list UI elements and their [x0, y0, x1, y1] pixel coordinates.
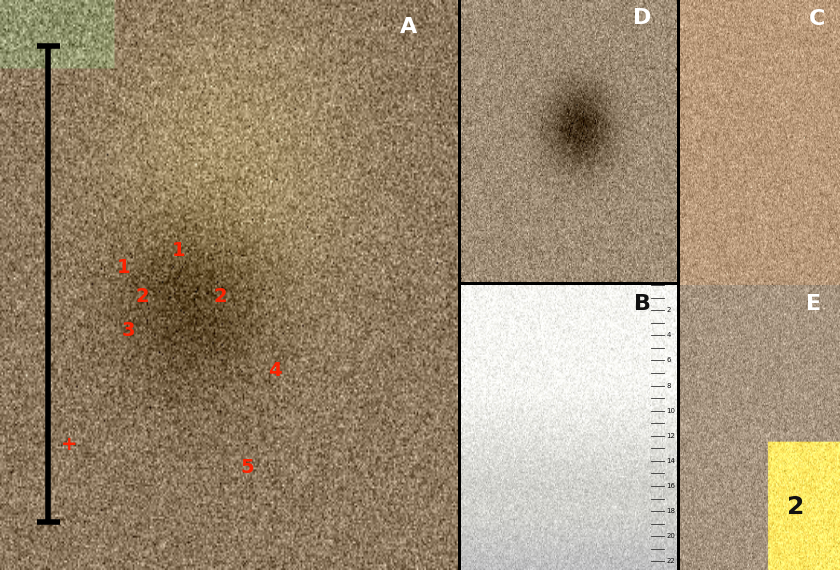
Text: 14: 14: [666, 458, 675, 464]
Text: 20: 20: [666, 534, 675, 539]
Text: 10: 10: [666, 408, 675, 414]
Text: C: C: [809, 9, 826, 28]
Text: 2: 2: [786, 495, 804, 519]
Text: 18: 18: [666, 508, 675, 514]
Text: 16: 16: [666, 483, 675, 489]
Text: A: A: [400, 17, 417, 37]
Text: 4: 4: [268, 361, 281, 380]
Text: 12: 12: [666, 433, 675, 439]
Text: 2: 2: [666, 307, 670, 313]
Text: 1: 1: [117, 258, 130, 278]
Text: 4: 4: [666, 332, 670, 338]
Text: 3: 3: [122, 321, 135, 340]
Text: +: +: [60, 435, 77, 454]
Text: E: E: [806, 294, 821, 314]
Text: 2: 2: [135, 287, 149, 306]
Text: 1: 1: [172, 241, 186, 260]
Text: 5: 5: [240, 458, 255, 477]
Text: 22: 22: [666, 559, 675, 564]
Text: 8: 8: [666, 382, 670, 389]
Text: 2: 2: [213, 287, 227, 306]
Text: D: D: [633, 9, 651, 28]
Text: B: B: [634, 294, 651, 314]
Text: 6: 6: [666, 357, 670, 364]
